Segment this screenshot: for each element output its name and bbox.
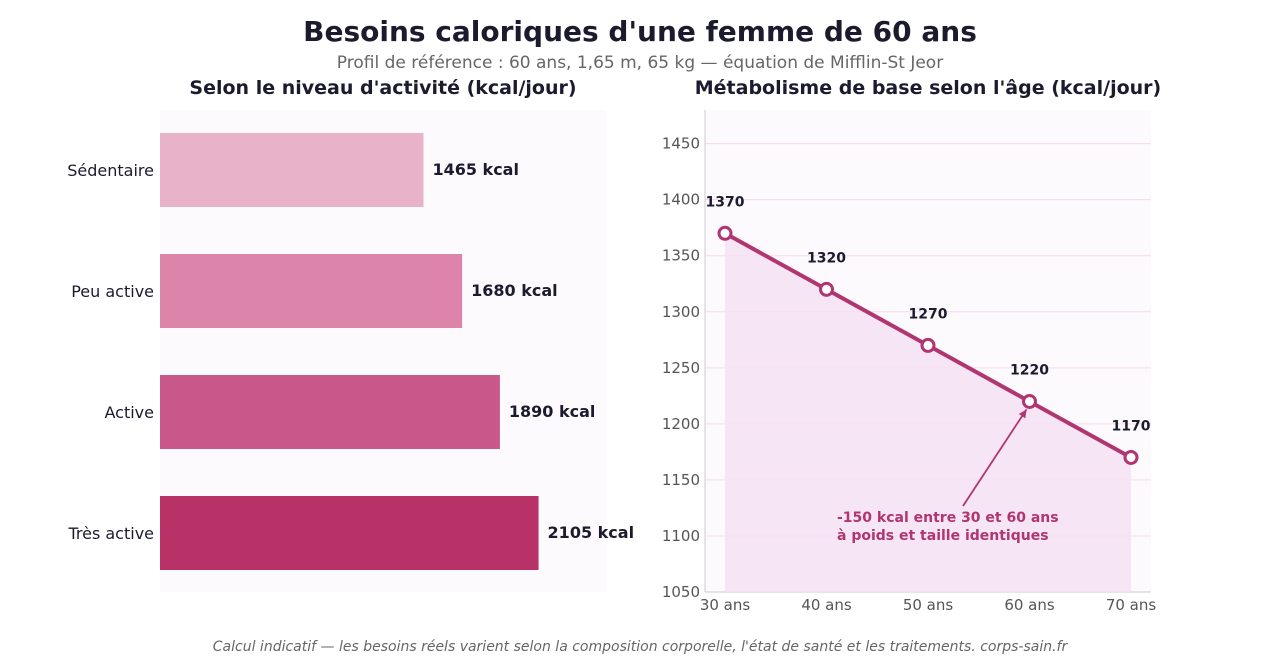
activity-bar-chart: Selon le niveau d'activité (kcal/jour) S…: [67, 77, 634, 592]
category-label: Très active: [67, 524, 154, 543]
y-tick-label: 1100: [662, 527, 700, 545]
chart-subtitle: Profil de référence : 60 ans, 1,65 m, 65…: [337, 53, 943, 73]
bar-value-label: 2105 kcal: [548, 523, 635, 542]
activity-bar: [160, 133, 424, 207]
point-value-label: 1320: [807, 250, 846, 266]
point-value-label: 1270: [909, 306, 948, 322]
chart-footer: Calcul indicatif — les besoins réels var…: [213, 639, 1069, 655]
y-tick-label: 1150: [662, 471, 700, 489]
y-tick-label: 1050: [662, 583, 700, 601]
x-tick-label: 30 ans: [700, 596, 751, 614]
bmr-point: [1123, 449, 1139, 465]
y-tick-label: 1250: [662, 359, 700, 377]
x-tick-label: 40 ans: [801, 596, 852, 614]
category-label: Sédentaire: [67, 161, 154, 180]
bmr-point: [717, 225, 733, 241]
bar-value-label: 1890 kcal: [509, 402, 596, 421]
annotation-text: à poids et taille identiques: [837, 528, 1049, 544]
y-tick-label: 1450: [662, 135, 700, 153]
bmr-area-fill: [725, 233, 1131, 593]
annotation-text: -150 kcal entre 30 et 60 ans: [837, 510, 1059, 526]
point-value-label: 1370: [706, 194, 745, 210]
category-label: Active: [105, 403, 155, 422]
x-tick-label: 60 ans: [1004, 596, 1055, 614]
y-tick-label: 1300: [662, 303, 700, 321]
annotation-arrowhead: [1018, 409, 1027, 419]
bar-value-label: 1680 kcal: [471, 281, 558, 300]
bmr-point: [1022, 393, 1037, 409]
x-tick-label: 50 ans: [903, 596, 954, 614]
category-label: Peu active: [71, 282, 154, 301]
y-tick-label: 1200: [662, 415, 700, 433]
activity-chart-title: Selon le niveau d'activité (kcal/jour): [189, 77, 576, 99]
y-tick-label: 1400: [662, 191, 700, 209]
bmr-chart-title: Métabolisme de base selon l'âge (kcal/jo…: [695, 77, 1161, 99]
chart-title: Besoins caloriques d'une femme de 60 ans: [303, 15, 977, 48]
activity-bar: [160, 496, 539, 570]
bmr-line-chart: Métabolisme de base selon l'âge (kcal/jo…: [662, 77, 1161, 614]
annotation-arrow: [962, 408, 1028, 507]
bmr-point: [819, 281, 834, 297]
activity-bar: [160, 254, 463, 328]
point-value-label: 1220: [1010, 362, 1049, 378]
point-value-label: 1170: [1112, 418, 1151, 434]
bar-value-label: 1465 kcal: [432, 160, 519, 179]
x-tick-label: 70 ans: [1106, 596, 1157, 614]
activity-bar: [160, 375, 500, 449]
bmr-point: [920, 337, 936, 353]
y-tick-label: 1350: [662, 247, 700, 265]
